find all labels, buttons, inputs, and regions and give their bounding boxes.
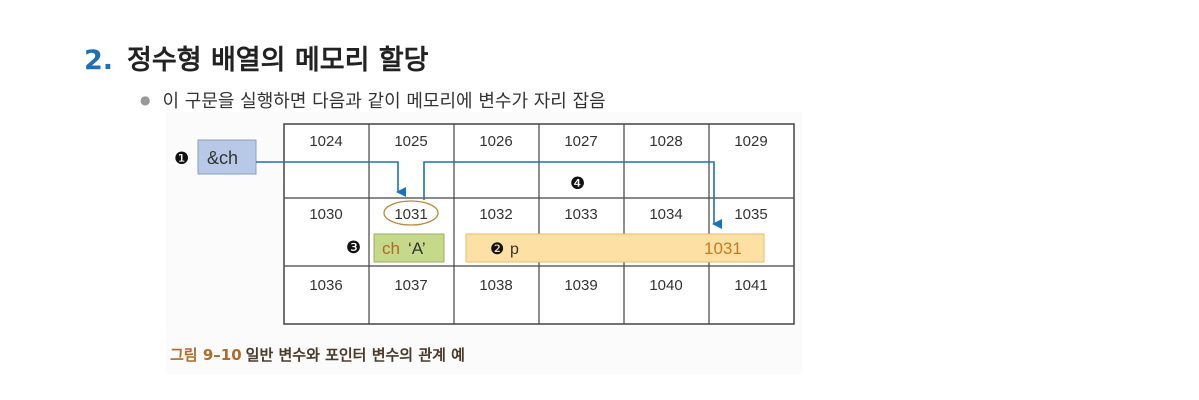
bullet-text: 이 구문을 실행하면 다음과 같이 메모리에 변수가 자리 잡음 — [162, 91, 606, 112]
address-cell: 1041 — [734, 277, 767, 294]
pointer-p-value: 1031 — [704, 239, 742, 258]
pointer-p-name: p — [510, 241, 519, 258]
address-cell: 1027 — [564, 133, 597, 150]
marker-4: ❹ — [570, 174, 585, 194]
address-cell: 1028 — [649, 133, 682, 150]
ch-variable-name: ch — [382, 239, 400, 258]
address-cell: 1034 — [649, 206, 682, 223]
figure-caption-text: 일반 변수와 포인터 변수의 관계 예 — [245, 346, 465, 364]
address-cell: 1025 — [394, 133, 427, 150]
address-cell: 1038 — [479, 277, 512, 294]
addr-ch-box — [197, 139, 257, 175]
section-number: 2. — [84, 45, 114, 76]
address-cell-highlighted: 1031 — [394, 206, 427, 223]
address-cell: 1039 — [564, 277, 597, 294]
addr-ch-label: &ch — [207, 148, 238, 168]
arrow-1031-to-pointer — [423, 161, 722, 229]
section-title: 정수형 배열의 메모리 할당 — [127, 45, 429, 76]
memory-diagram: 1024 1025 1026 1027 1028 1029 1030 1031 … — [174, 123, 795, 325]
address-cell: 1030 — [309, 206, 342, 223]
memory-figure: 1024 1025 1026 1027 1028 1029 1030 1031 … — [166, 112, 802, 374]
highlight-oval — [383, 200, 439, 226]
address-cell: 1040 — [649, 277, 682, 294]
address-cell: 1036 — [309, 277, 342, 294]
address-cell: 1024 — [309, 133, 342, 150]
bullet-dot-icon: ● — [140, 93, 151, 107]
figure-caption: 그림 9–10 일반 변수와 포인터 변수의 관계 예 — [170, 344, 465, 365]
bullet-item: ● 이 구문을 실행하면 다음과 같이 메모리에 변수가 자리 잡음 — [140, 87, 606, 113]
marker-2: ❷ — [490, 239, 504, 258]
address-cell: 1026 — [479, 133, 512, 150]
marker-1: ❶ — [174, 149, 189, 169]
figure-number: 그림 9–10 — [170, 346, 242, 364]
ch-variable-value: ‘A’ — [408, 239, 426, 258]
address-cell: 1032 — [479, 206, 512, 223]
section-heading: 2. 정수형 배열의 메모리 할당 — [84, 38, 429, 77]
address-cell: 1037 — [394, 277, 427, 294]
pointer-p-box — [465, 233, 765, 263]
address-cell: 1033 — [564, 206, 597, 223]
address-cell: 1029 — [734, 133, 767, 150]
address-cell: 1035 — [734, 206, 767, 223]
arrow-addr-to-1031 — [256, 161, 406, 197]
ch-variable-box — [373, 233, 445, 263]
memory-grid-lines — [284, 124, 794, 324]
marker-3: ❸ — [346, 238, 361, 258]
